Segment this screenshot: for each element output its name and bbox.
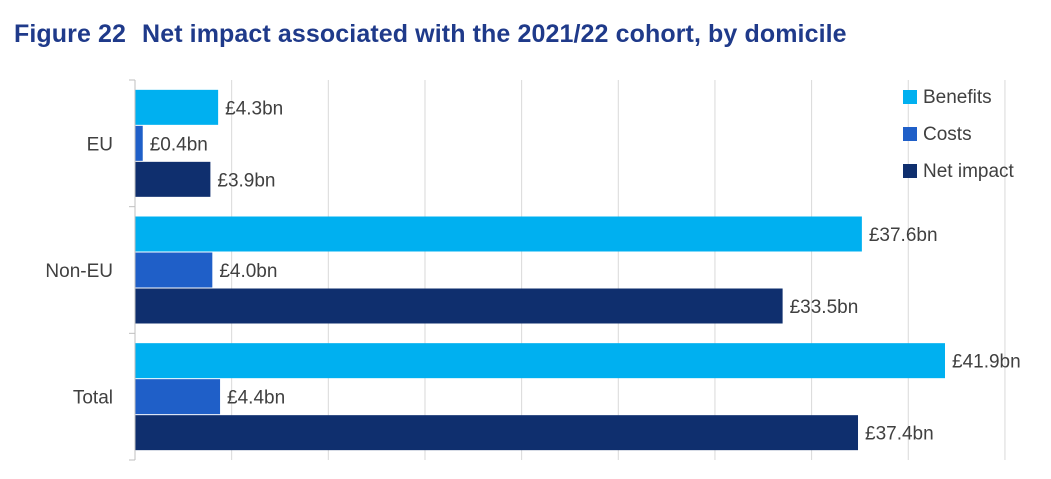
legend-swatch-costs bbox=[903, 127, 917, 141]
figure-number: Figure 22 bbox=[14, 20, 127, 48]
bar-non-eu-costs bbox=[135, 252, 213, 288]
data-label-total-net-impact: £37.4bn bbox=[865, 424, 934, 445]
legend-label-benefits: Benefits bbox=[923, 87, 992, 108]
data-label-total-costs: £4.4bn bbox=[227, 388, 285, 409]
bars bbox=[135, 89, 945, 451]
data-label-eu-net-impact: £3.9bn bbox=[217, 170, 275, 191]
legend-swatch-benefits bbox=[903, 90, 917, 104]
category-label-eu: EU bbox=[87, 134, 113, 155]
category-axis: EU Non-EU Total bbox=[45, 79, 136, 461]
bar-total-benefits bbox=[135, 343, 945, 379]
bar-total-net-impact bbox=[135, 415, 859, 451]
data-label-non-eu-benefits: £37.6bn bbox=[869, 225, 938, 246]
bar-total-costs bbox=[135, 379, 221, 415]
data-label-non-eu-net-impact: £33.5bn bbox=[790, 297, 859, 318]
legend-swatch-net-impact bbox=[903, 164, 917, 178]
bar-eu-net-impact bbox=[135, 161, 211, 197]
data-labels: £4.3bn £0.4bn £3.9bn £37.6bn £4.0bn £33.5bn £4… bbox=[150, 98, 1021, 444]
figure-title-text: Net impact associated with the 2021/22 c… bbox=[142, 20, 847, 48]
legend-label-net-impact: Net impact bbox=[923, 161, 1015, 182]
bar-eu-costs bbox=[135, 125, 143, 161]
legend: Benefits Costs Net impact bbox=[903, 87, 1015, 182]
category-label-total: Total bbox=[73, 388, 113, 409]
data-label-non-eu-costs: £4.0bn bbox=[219, 261, 277, 282]
data-label-eu-costs: £0.4bn bbox=[150, 134, 208, 155]
figure-title: Figure 22 Net impact associated with the … bbox=[14, 20, 847, 49]
category-label-non-eu: Non-EU bbox=[45, 261, 113, 282]
data-label-eu-benefits: £4.3bn bbox=[225, 98, 283, 119]
legend-label-costs: Costs bbox=[923, 124, 972, 145]
gridlines bbox=[231, 80, 1006, 460]
bar-eu-benefits bbox=[135, 89, 219, 125]
bar-non-eu-benefits bbox=[135, 216, 862, 252]
data-label-total-benefits: £41.9bn bbox=[952, 352, 1021, 373]
bar-non-eu-net-impact bbox=[135, 288, 783, 324]
